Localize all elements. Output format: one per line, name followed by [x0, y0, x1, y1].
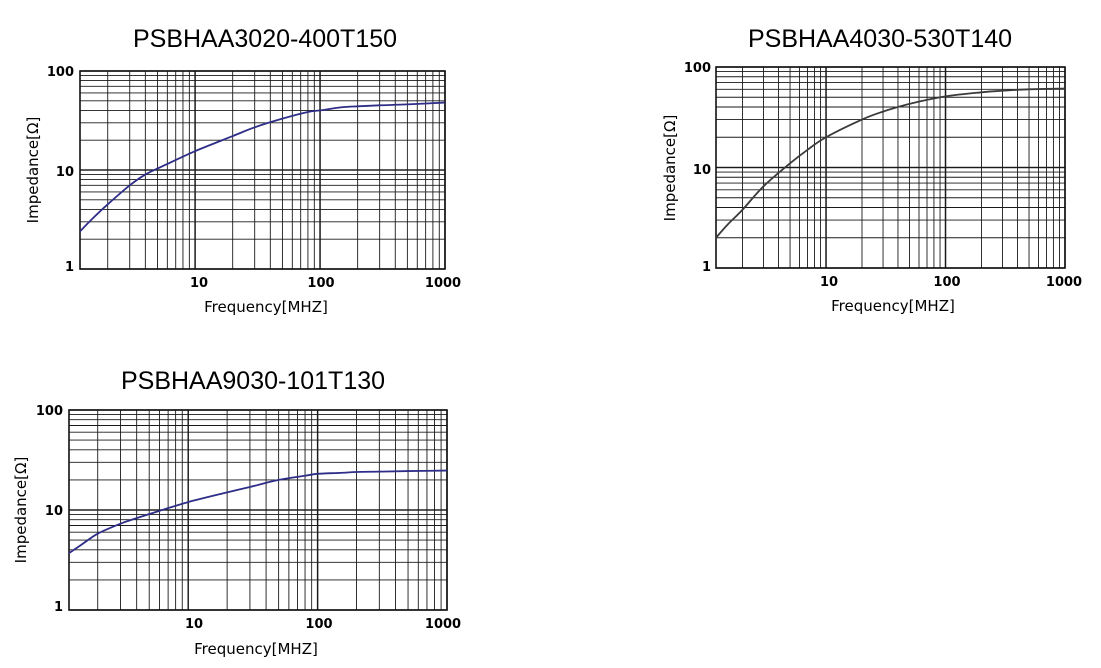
x-tick-label: 10: [820, 275, 838, 290]
x-tick-label: 1000: [425, 276, 461, 291]
chart-panel-1: PSBHAA3020-400T150 100 10 1 10 100 1000 …: [0, 0, 520, 330]
y-axis-label: Impedance[Ω]: [12, 457, 30, 564]
grid-layer: [68, 409, 448, 611]
tick-labels: 100 10 1 10 100 1000: [36, 404, 461, 632]
x-axis-label: Frequency[MHZ]: [204, 298, 328, 316]
y-tick-label: 10: [693, 163, 711, 178]
x-axis-label: Frequency[MHZ]: [194, 640, 318, 658]
series-layer: [79, 101, 446, 232]
impedance-curve: [715, 87, 1066, 239]
y-tick-label: 1: [702, 260, 711, 275]
impedance-curve: [68, 469, 448, 554]
chart-title: PSBHAA9030-101T130: [121, 367, 385, 395]
plot-frame: [715, 66, 1066, 269]
x-tick-label: 10: [190, 276, 208, 291]
y-tick-label: 10: [45, 504, 63, 519]
x-tick-label: 100: [307, 276, 334, 291]
y-axis-label: Impedance[Ω]: [661, 115, 679, 222]
tick-labels: 100 10 1 10 100 1000: [684, 61, 1082, 290]
grid-layer: [79, 70, 446, 270]
y-tick-label: 10: [56, 165, 74, 180]
chart-panel-3: PSBHAA9030-101T130 100 10 1 10 100 1000 …: [0, 340, 520, 668]
plot-frame: [79, 70, 446, 270]
y-tick-label: 100: [47, 65, 74, 80]
y-tick-label: 100: [36, 404, 63, 419]
chart-2-svg: PSBHAA4030-530T140 100 10 1 10 100 1000 …: [661, 25, 1082, 315]
y-tick-label: 1: [65, 260, 74, 275]
x-tick-label: 1000: [1046, 275, 1082, 290]
y-tick-label: 1: [54, 600, 63, 615]
chart-title: PSBHAA3020-400T150: [133, 25, 397, 53]
y-axis-label: Impedance[Ω]: [24, 117, 42, 224]
y-tick-label: 100: [684, 61, 711, 76]
chart-title: PSBHAA4030-530T140: [748, 25, 1012, 53]
tick-labels: 100 10 1 10 100 1000: [47, 65, 461, 291]
chart-3-svg: PSBHAA9030-101T130 100 10 1 10 100 1000 …: [12, 367, 461, 658]
x-tick-label: 100: [933, 275, 960, 290]
series-layer: [715, 87, 1066, 239]
x-tick-label: 10: [185, 617, 203, 632]
chart-panel-2: PSBHAA4030-530T140 100 10 1 10 100 1000 …: [640, 0, 1100, 330]
grid-layer: [715, 66, 1066, 269]
series-layer: [68, 469, 448, 554]
plot-frame: [68, 409, 448, 611]
impedance-curve: [79, 101, 446, 232]
x-tick-label: 1000: [425, 617, 461, 632]
x-axis-label: Frequency[MHZ]: [831, 297, 955, 315]
x-tick-label: 100: [305, 617, 332, 632]
chart-1-svg: PSBHAA3020-400T150 100 10 1 10 100 1000 …: [24, 25, 461, 316]
